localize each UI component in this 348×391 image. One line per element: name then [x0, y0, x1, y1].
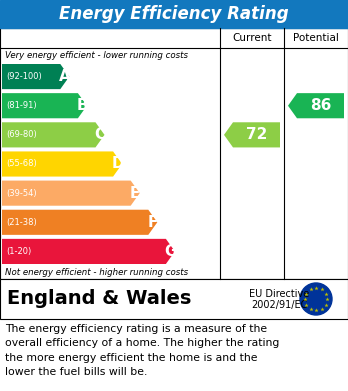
Text: Very energy efficient - lower running costs: Very energy efficient - lower running co…: [5, 50, 188, 59]
Text: 2002/91/EC: 2002/91/EC: [251, 300, 307, 310]
Text: Potential: Potential: [293, 33, 339, 43]
Polygon shape: [2, 239, 175, 264]
Text: The energy efficiency rating is a measure of the
overall efficiency of a home. T: The energy efficiency rating is a measur…: [5, 324, 279, 377]
Text: (1-20): (1-20): [6, 247, 31, 256]
Polygon shape: [2, 151, 122, 177]
Text: 86: 86: [310, 98, 331, 113]
Text: EU Directive: EU Directive: [249, 289, 309, 299]
Polygon shape: [224, 122, 280, 147]
Polygon shape: [2, 93, 87, 118]
Text: Energy Efficiency Rating: Energy Efficiency Rating: [59, 5, 289, 23]
Bar: [0, 279, 348, 319]
Polygon shape: [2, 64, 69, 89]
Text: E: E: [130, 186, 140, 201]
Circle shape: [300, 283, 332, 315]
Text: (39-54): (39-54): [6, 188, 37, 197]
Bar: [0, 28, 348, 279]
Text: (69-80): (69-80): [6, 130, 37, 139]
Polygon shape: [2, 122, 104, 147]
Text: (92-100): (92-100): [6, 72, 42, 81]
Text: D: D: [111, 156, 124, 172]
Text: (55-68): (55-68): [6, 160, 37, 169]
Text: C: C: [94, 127, 105, 142]
Polygon shape: [2, 210, 157, 235]
Text: England & Wales: England & Wales: [7, 289, 191, 308]
Polygon shape: [2, 181, 140, 206]
Text: A: A: [59, 69, 71, 84]
Text: G: G: [164, 244, 177, 259]
Text: (21-38): (21-38): [6, 218, 37, 227]
Text: 72: 72: [246, 127, 267, 142]
Text: Current: Current: [232, 33, 272, 43]
Polygon shape: [288, 93, 344, 118]
Text: (81-91): (81-91): [6, 101, 37, 110]
Text: B: B: [77, 98, 88, 113]
Bar: [0, 0, 348, 28]
Text: Not energy efficient - higher running costs: Not energy efficient - higher running co…: [5, 268, 188, 277]
Text: F: F: [148, 215, 158, 230]
